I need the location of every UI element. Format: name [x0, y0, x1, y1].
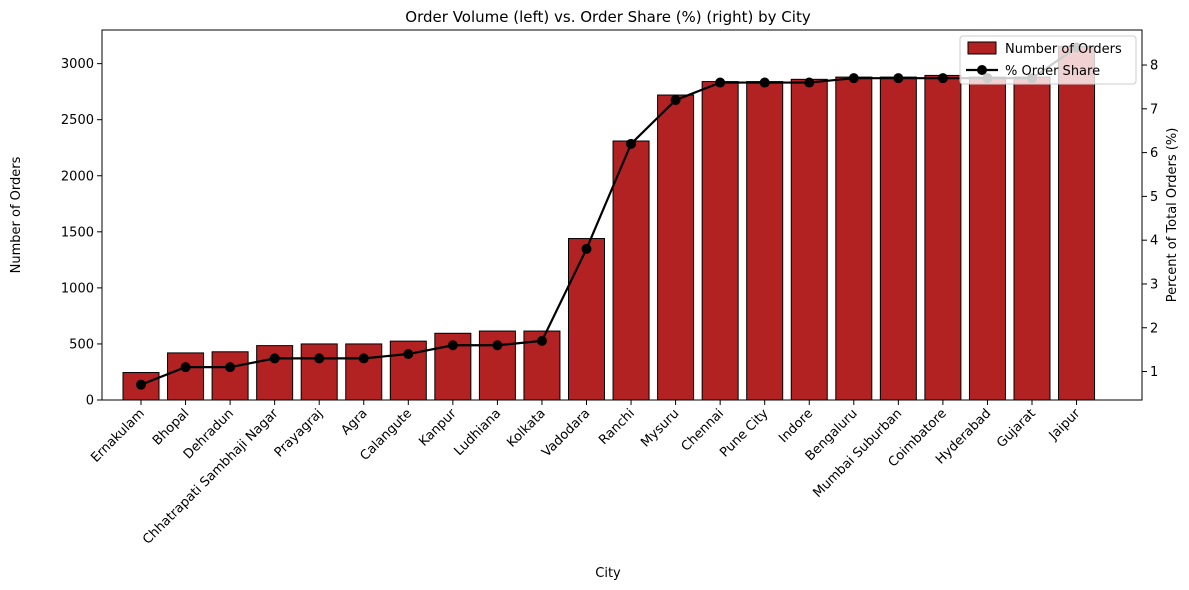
line-point — [358, 353, 369, 364]
line-point — [848, 73, 859, 84]
x-tick-label: Ernakulam — [88, 406, 148, 466]
x-tick-label: Vadodara — [539, 406, 593, 460]
line-point — [403, 349, 414, 360]
x-tick-label: Bhopal — [150, 406, 192, 448]
x-axis-label: City — [595, 566, 621, 581]
bar — [701, 81, 739, 401]
y-tick-label: 0 — [86, 394, 94, 409]
share-line — [140, 46, 1078, 386]
legend-bar-swatch — [967, 41, 997, 55]
bar — [345, 343, 383, 401]
bar — [790, 78, 828, 401]
line-point — [492, 340, 503, 351]
line-point — [759, 77, 770, 88]
line-point — [136, 379, 146, 390]
line-point — [893, 73, 904, 84]
line-point — [626, 138, 637, 149]
x-tick-label: Pune City — [717, 406, 771, 460]
y-tick-label: 3000 — [61, 57, 94, 72]
bar — [657, 94, 695, 401]
bar — [1013, 76, 1051, 401]
legend-box — [959, 35, 1137, 85]
right-y-axis-label: Percent of Total Orders (%) — [1165, 128, 1180, 303]
x-tick-label: Indore — [776, 406, 816, 446]
x-tick-label: Ranchi — [596, 406, 638, 448]
line-point — [269, 353, 280, 364]
x-tick-label: Kolkata — [504, 406, 548, 450]
left-y-axis: 0 500 1000 1500 2000 2500 3000 — [61, 57, 102, 409]
y2-tick-label: 1 — [1150, 365, 1158, 380]
y2-tick-label: 3 — [1150, 277, 1158, 292]
y2-tick-label: 2 — [1150, 321, 1158, 336]
bar — [167, 352, 205, 401]
plot-frame — [101, 29, 1143, 401]
bar — [300, 343, 338, 401]
x-tick-label: Kanpur — [416, 406, 460, 450]
x-tick-label: Jaipur — [1046, 406, 1084, 444]
line-point — [670, 95, 681, 106]
y2-tick-label: 5 — [1150, 190, 1158, 205]
x-tick-label: Ludhiana — [452, 406, 505, 459]
y2-tick-label: 7 — [1150, 102, 1158, 117]
line-point — [715, 77, 726, 88]
left-y-axis-label: Number of Orders — [9, 156, 24, 273]
x-tick-label: Agra — [338, 406, 370, 438]
y2-tick-label: 8 — [1150, 59, 1158, 74]
bar — [879, 76, 917, 401]
chart-title: Order Volume (left) vs. Order Share (%) … — [405, 8, 811, 26]
bar — [968, 76, 1006, 401]
bar — [612, 140, 650, 401]
y2-tick-label: 4 — [1150, 234, 1158, 249]
legend-bar-label: Number of Orders — [1005, 42, 1122, 57]
bar — [746, 81, 784, 401]
line-point — [225, 362, 236, 373]
line-point — [180, 362, 191, 373]
legend-line-label: % Order Share — [1005, 64, 1100, 79]
line-point — [536, 335, 547, 346]
bar — [211, 351, 249, 401]
bar — [835, 76, 873, 401]
y-tick-label: 1000 — [61, 281, 94, 296]
bar — [568, 238, 605, 401]
line-point — [804, 77, 815, 88]
x-tick-label: Mysuru — [638, 406, 682, 450]
legend: Number of Orders % Order Share — [959, 35, 1137, 85]
y-tick-label: 1500 — [61, 225, 94, 240]
bar-series — [122, 45, 1096, 401]
line-point — [937, 73, 948, 84]
line-point — [447, 340, 458, 351]
line-point — [314, 353, 325, 364]
legend-line-marker — [977, 65, 987, 75]
y2-tick-label: 6 — [1150, 146, 1158, 161]
right-y-axis: 1 2 3 4 5 6 7 8 — [1142, 59, 1158, 380]
x-tick-label: Gujarat — [994, 406, 1039, 451]
x-tick-label: Prayagraj — [272, 406, 326, 460]
bar — [924, 74, 962, 401]
y-tick-label: 2500 — [61, 113, 94, 128]
y-tick-label: 2000 — [61, 169, 94, 184]
line-point — [581, 243, 592, 254]
bar — [1058, 45, 1096, 401]
y-tick-label: 500 — [69, 337, 94, 352]
